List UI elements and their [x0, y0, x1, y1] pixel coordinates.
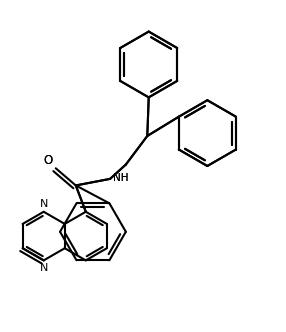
- Text: O: O: [44, 154, 53, 167]
- Text: N: N: [39, 263, 48, 273]
- Text: NH: NH: [113, 173, 128, 183]
- Text: N: N: [39, 199, 48, 209]
- Text: NH: NH: [113, 173, 128, 183]
- Text: O: O: [44, 154, 53, 167]
